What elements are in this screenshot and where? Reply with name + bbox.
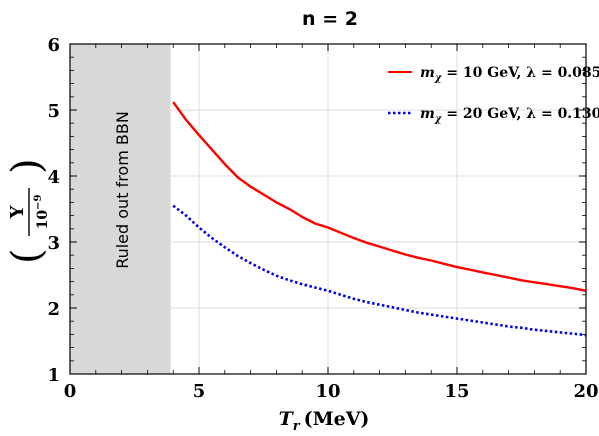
y-tick-label: 2 — [47, 299, 60, 320]
x-tick-label: 5 — [193, 381, 206, 402]
series-line-1 — [172, 101, 587, 292]
y-tick-label: 4 — [47, 167, 60, 188]
shaded-region-bbn — [70, 44, 171, 374]
shaded-region-label: Ruled out from BBN — [113, 111, 132, 269]
legend-label-series-1: mχ = 10 GeV, λ = 0.085 — [420, 65, 599, 84]
x-tick-label: 0 — [64, 381, 77, 402]
legend-label-series-2: mχ = 20 GeV, λ = 0.130 — [420, 106, 599, 125]
x-tick-label: 20 — [573, 381, 598, 402]
y-tick-label: 6 — [47, 35, 60, 56]
y-label-numerator: Y — [7, 204, 28, 219]
y-label-close-paren: ) — [4, 158, 50, 174]
y-tick-label: 1 — [47, 365, 60, 386]
legend: mχ = 10 GeV, λ = 0.085 mχ = 20 GeV, λ = … — [388, 65, 599, 125]
y-tick-label: 3 — [47, 233, 60, 254]
x-tick-label: 15 — [444, 381, 469, 402]
y-label-denominator: 10−9 — [33, 195, 51, 230]
series-line-2 — [172, 204, 587, 337]
y-tick-label: 5 — [47, 101, 60, 122]
x-tick-label: 10 — [315, 381, 340, 402]
chart-title: n = 2 — [302, 8, 358, 30]
y-label-open-paren: ( — [4, 248, 50, 264]
x-axis-label: Tr (MeV) — [279, 408, 370, 434]
y-axis-label: ( Y 10−9 ) — [4, 158, 51, 264]
